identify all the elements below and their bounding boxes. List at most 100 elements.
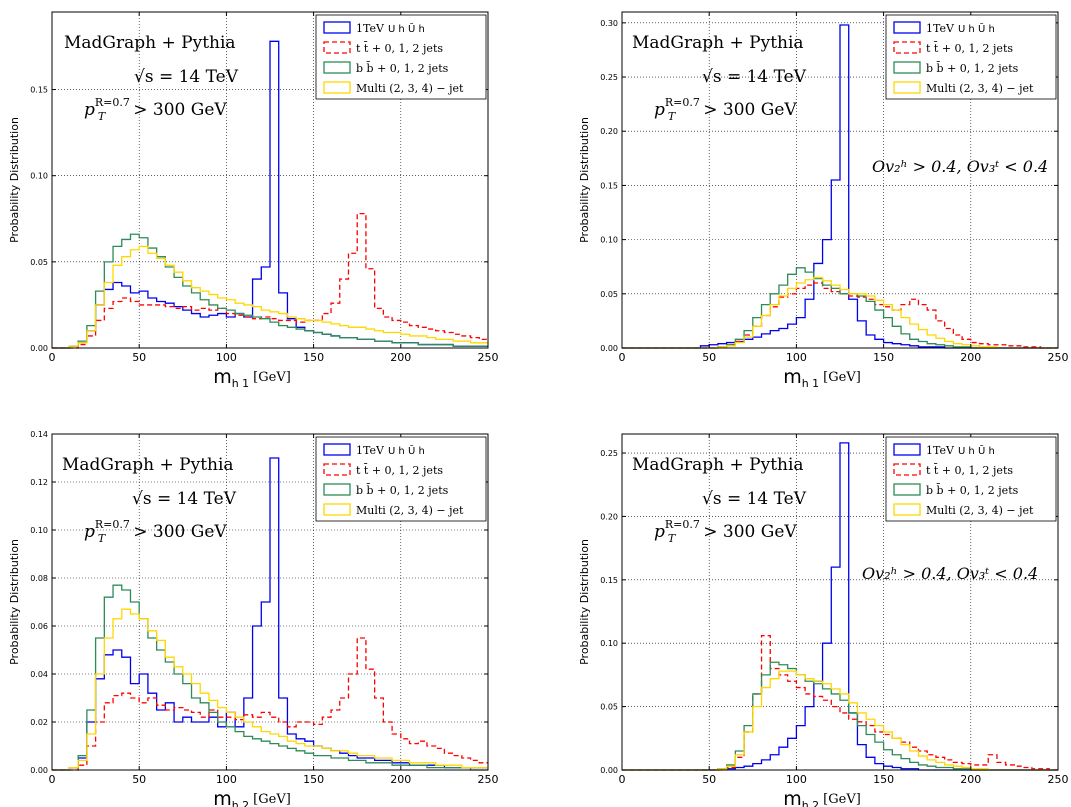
x-axis-label-sub: h 2 (232, 799, 249, 807)
annotation-pt-cut: pR=0.7 T > 300 GeV (84, 518, 227, 545)
legend-label-text: Multi (2, 3, 4) − jet (356, 504, 464, 517)
legend-label-text: b b̄ + 0, 1, 2 jets (356, 62, 449, 75)
x-tick-label: 200 (390, 773, 411, 786)
x-axis-label-unit: [GeV] (253, 792, 291, 807)
x-tick-label: 50 (702, 773, 716, 786)
legend-swatch-signal (323, 21, 351, 34)
x-tick-label: 100 (216, 351, 237, 364)
annotation-pt-cut: pR=0.7 T > 300 GeV (84, 96, 227, 123)
legend-label-signal-suffix: U h Ū h (958, 444, 995, 457)
x-axis-label-sub: h 1 (232, 377, 249, 390)
annotation-pt-subscript: T (668, 110, 677, 123)
annotation-pt-superscript: R=0.7 (95, 518, 130, 531)
x-tick-label: 100 (216, 773, 237, 786)
x-tick-label: 150 (873, 351, 894, 364)
y-tick-label: 0.15 (30, 86, 48, 95)
legend-label-signal-suffix: U h Ū h (388, 444, 425, 457)
y-tick-label: 0.12 (30, 478, 48, 487)
annotation-pt-prefix: > (703, 522, 723, 542)
legend-label-bbbar: b b̄ + 0, 1, 2 jets (926, 62, 1019, 75)
series-multijet (52, 245, 488, 349)
x-tick-label: 250 (478, 773, 499, 786)
legend-label-multijet: Multi (2, 3, 4) − jet (356, 504, 464, 517)
annotation-pt-value: 300 GeV (153, 100, 227, 120)
y-tick-label: 0.15 (600, 181, 618, 190)
y-tick-label: 0.06 (30, 622, 48, 631)
legend-swatch-ttbar (323, 41, 351, 54)
x-axis-label-unit: [GeV] (823, 370, 861, 385)
y-tick-label: 0.05 (600, 290, 618, 299)
x-axis-label-main: m (213, 788, 232, 807)
x-tick-label: 200 (960, 773, 981, 786)
legend-label-ttbar: t t̄ + 0, 1, 2 jets (926, 464, 1013, 477)
annotation-overlap-cut: Ov₂ʰ > 0.4, Ov₃ᵗ < 0.4 (872, 157, 1048, 176)
x-tick-label: 200 (960, 351, 981, 364)
x-tick-label: 50 (132, 351, 146, 364)
y-tick-label: 0.14 (30, 430, 48, 439)
legend-box (315, 436, 487, 522)
annotation-pt-cut: pR=0.7 T > 300 GeV (654, 96, 797, 123)
annotation-pt-symbol: p (84, 522, 95, 542)
y-tick-label: 0.04 (30, 670, 48, 679)
y-tick-label: 0.15 (600, 576, 618, 585)
annotation-pt-cut: pR=0.7 T > 300 GeV (654, 518, 797, 545)
legend-label-ttbar: t t̄ + 0, 1, 2 jets (356, 42, 443, 55)
legend-swatch-signal (323, 443, 351, 456)
legend-label-signal: 1TeV U h Ū h (926, 22, 995, 35)
legend-swatch-bbbar (323, 61, 351, 74)
legend-label-ttbar: t t̄ + 0, 1, 2 jets (926, 42, 1013, 55)
y-tick-label: 0.25 (600, 449, 618, 458)
x-axis-label-main: m (783, 788, 802, 807)
axes-frame (621, 11, 1059, 349)
legend-swatch-ttbar (893, 463, 921, 476)
legend-label-multijet: Multi (2, 3, 4) − jet (356, 82, 464, 95)
y-tick-label: 0.20 (600, 512, 618, 521)
x-tick-label: 150 (303, 351, 324, 364)
y-tick-label: 0.10 (30, 526, 48, 535)
legend-label-signal-suffix: U h Ū h (388, 22, 425, 35)
annotation-generator: MadGraph + Pythia (632, 455, 804, 475)
x-tick-label: 0 (619, 351, 626, 364)
x-tick-label: 250 (478, 351, 499, 364)
x-tick-label: 50 (702, 351, 716, 364)
legend-label-text: t t̄ + 0, 1, 2 jets (926, 464, 1013, 477)
annotation-pt-symbol: p (654, 100, 665, 120)
axes-frame (51, 433, 489, 771)
annotation-pt-superscript: R=0.7 (665, 518, 700, 531)
legend-label-text: t t̄ + 0, 1, 2 jets (356, 42, 443, 55)
x-tick-label: 50 (132, 773, 146, 786)
y-tick-label: 0.10 (600, 236, 618, 245)
x-axis-label: mh 2 [GeV] (783, 788, 861, 807)
y-axis-label: Probability Distribution (8, 539, 21, 665)
x-tick-label: 150 (303, 773, 324, 786)
x-axis-label: mh 1 [GeV] (213, 366, 291, 390)
y-tick-label: 0.05 (30, 258, 48, 267)
y-tick-label: 0.08 (30, 574, 48, 583)
y-tick-label: 0.10 (30, 172, 48, 181)
annotation-pt-superscript: R=0.7 (665, 96, 700, 109)
y-tick-label: 0.20 (600, 127, 618, 136)
legend-label-signal: 1TeV U h Ū h (926, 444, 995, 457)
legend-swatch-ttbar (323, 463, 351, 476)
chart-panel-3: 0 50 100 150 200 250 0.00 0.02 0.04 0.06 0.08 0.10 0… (8, 430, 499, 807)
annotation-pt-superscript: R=0.7 (95, 96, 130, 109)
legend-label-text: Multi (2, 3, 4) − jet (926, 504, 1034, 517)
annotation-generator: MadGraph + Pythia (64, 33, 236, 53)
annotation-pt-subscript: T (668, 532, 677, 545)
annotation-generator: MadGraph + Pythia (62, 455, 234, 475)
annotation-energy: √s = 14 TeV (132, 489, 237, 509)
legend-label-text: Multi (2, 3, 4) − jet (926, 82, 1034, 95)
legend-label-text: b b̄ + 0, 1, 2 jets (926, 62, 1019, 75)
series-bbbar (52, 584, 488, 771)
axes-frame (51, 11, 489, 349)
annotation-pt-value: 300 GeV (723, 100, 797, 120)
legend-box (885, 436, 1057, 522)
legend-label-bbbar: b b̄ + 0, 1, 2 jets (926, 484, 1019, 497)
x-tick-label: 0 (49, 351, 56, 364)
legend-label-text: 1TeV (356, 444, 385, 457)
legend-label-multijet: Multi (2, 3, 4) − jet (926, 82, 1034, 95)
legend-label-text: t t̄ + 0, 1, 2 jets (356, 464, 443, 477)
y-tick-label: 0.25 (600, 73, 618, 82)
y-tick-label: 0.00 (600, 766, 618, 775)
